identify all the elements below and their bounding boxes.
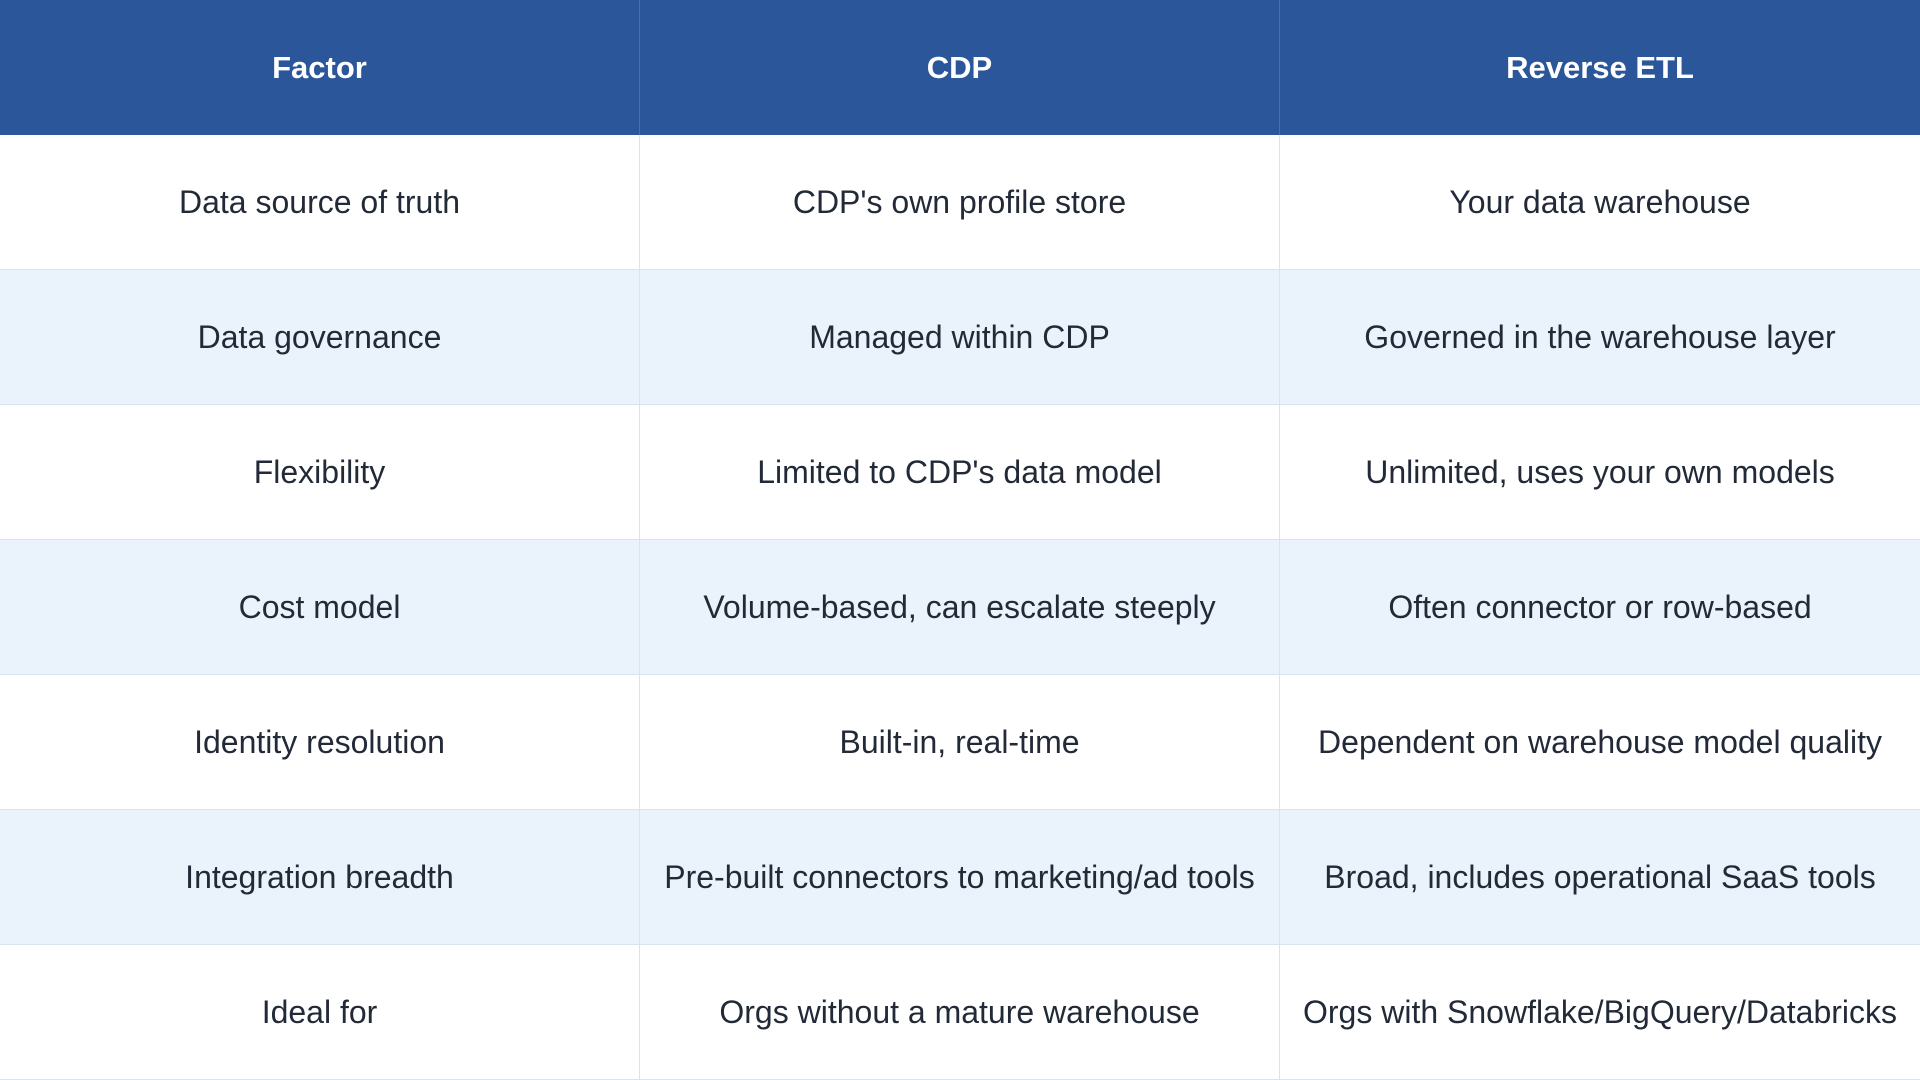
- table-cell-cdp: Managed within CDP: [640, 270, 1280, 405]
- table-cell-factor: Flexibility: [0, 405, 640, 540]
- table-cell-reverse-etl: Broad, includes operational SaaS tools: [1280, 810, 1920, 945]
- table-cell-cdp: Built-in, real-time: [640, 675, 1280, 810]
- table-cell-cdp: CDP's own profile store: [640, 135, 1280, 270]
- table-cell-factor: Ideal for: [0, 945, 640, 1080]
- table-cell-cdp: Limited to CDP's data model: [640, 405, 1280, 540]
- header-cell-factor: Factor: [0, 0, 640, 135]
- table-cell-reverse-etl: Orgs with Snowflake/BigQuery/Databricks: [1280, 945, 1920, 1080]
- table-cell-reverse-etl: Unlimited, uses your own models: [1280, 405, 1920, 540]
- table-cell-factor: Data source of truth: [0, 135, 640, 270]
- table-cell-cdp: Volume-based, can escalate steeply: [640, 540, 1280, 675]
- table-cell-cdp: Orgs without a mature warehouse: [640, 945, 1280, 1080]
- header-cell-reverse-etl: Reverse ETL: [1280, 0, 1920, 135]
- table-cell-cdp: Pre-built connectors to marketing/ad too…: [640, 810, 1280, 945]
- table-cell-reverse-etl: Dependent on warehouse model quality: [1280, 675, 1920, 810]
- table-cell-factor: Cost model: [0, 540, 640, 675]
- table-cell-factor: Integration breadth: [0, 810, 640, 945]
- table-cell-reverse-etl: Governed in the warehouse layer: [1280, 270, 1920, 405]
- header-cell-cdp: CDP: [640, 0, 1280, 135]
- table-cell-factor: Data governance: [0, 270, 640, 405]
- table-cell-reverse-etl: Often connector or row-based: [1280, 540, 1920, 675]
- table-cell-reverse-etl: Your data warehouse: [1280, 135, 1920, 270]
- table-cell-factor: Identity resolution: [0, 675, 640, 810]
